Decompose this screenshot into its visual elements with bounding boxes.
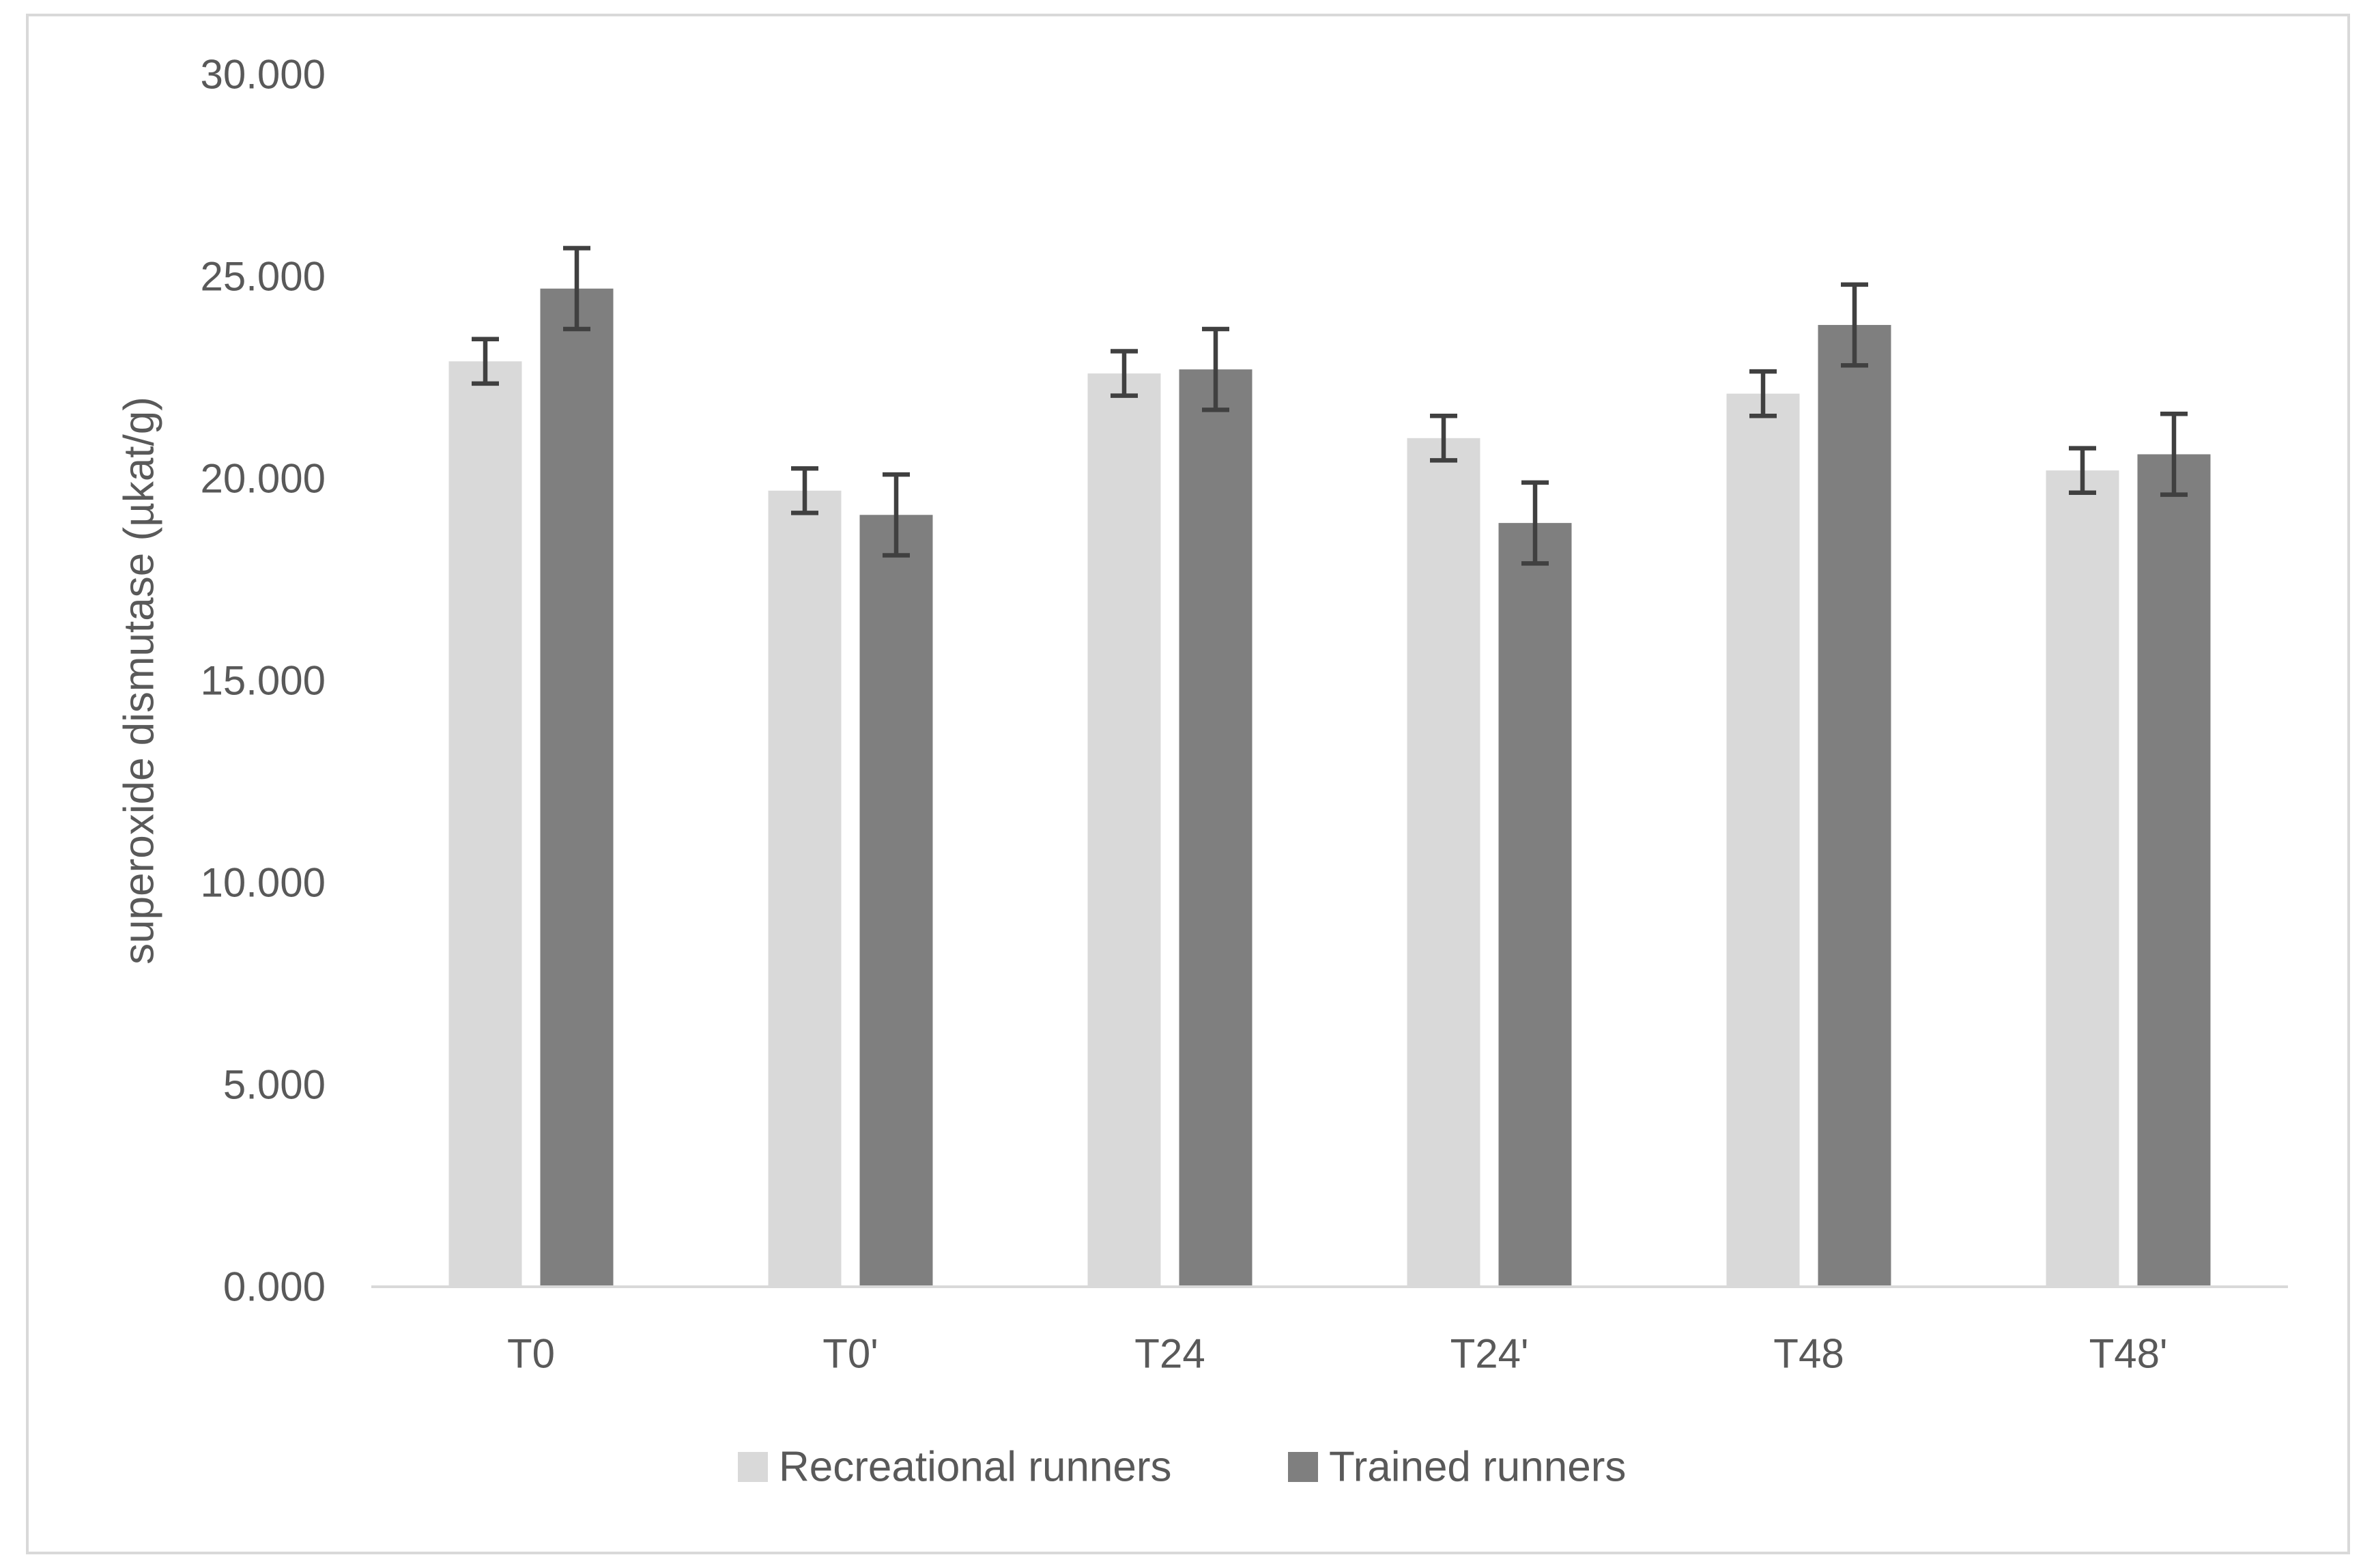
- x-tick-label: T0: [507, 1331, 555, 1377]
- bar-recreational-runners-t48-prime: [2046, 470, 2119, 1287]
- error-bar-trained-runners-t0-prime: [883, 472, 910, 558]
- error-bar-trained-runners-t0: [563, 246, 590, 332]
- legend-item-recreational-runners: Recreational runners: [738, 1444, 1172, 1491]
- bar-trained-runners-t48: [1818, 325, 1891, 1287]
- y-axis-title: superoxide dismutase (µkat/g): [116, 397, 163, 965]
- x-tick-label: T48: [1773, 1331, 1844, 1377]
- x-tick-label: T24': [1450, 1331, 1529, 1377]
- legend-label: Trained runners: [1329, 1444, 1626, 1491]
- bar-recreational-runners-t48: [1726, 393, 1800, 1287]
- x-tick-label: T48': [2089, 1331, 2168, 1377]
- error-bar-trained-runners-t48-prime: [2160, 412, 2188, 497]
- x-axis-tick-labels: T0 T0' T24 T24' T48 T48': [507, 1331, 2167, 1377]
- bar-recreational-runners-t24-prime: [1407, 438, 1480, 1287]
- bar-trained-runners-t24-prime: [1498, 523, 1572, 1287]
- bar-trained-runners-t0-prime: [859, 515, 933, 1287]
- y-axis-tick-labels: 0.000 5.000 10.000 15.000 20.000 25.000 30.000: [200, 52, 326, 1310]
- bar-trained-runners-t0: [540, 288, 614, 1287]
- error-bar-recreational-runners-t0-prime: [791, 466, 818, 515]
- legend-item-trained-runners: Trained runners: [1288, 1444, 1626, 1491]
- error-bar-trained-runners-t24-prime: [1521, 480, 1549, 566]
- bar-trained-runners-t48-prime: [2137, 454, 2211, 1287]
- y-tick-label: 20.000: [200, 456, 326, 502]
- error-bar-recreational-runners-t48-prime: [2069, 446, 2096, 495]
- legend: Recreational runners Trained runners: [738, 1444, 1626, 1491]
- y-tick-label: 25.000: [200, 254, 326, 300]
- y-tick-label: 0.000: [223, 1264, 326, 1310]
- error-bar-trained-runners-t24: [1202, 326, 1229, 412]
- y-tick-label: 15.000: [200, 658, 326, 704]
- error-bar-recreational-runners-t24-prime: [1430, 413, 1457, 463]
- legend-swatch: [1288, 1452, 1318, 1482]
- error-bar-trained-runners-t48: [1841, 282, 1868, 368]
- error-bar-recreational-runners-t48: [1749, 369, 1777, 418]
- error-bar-recreational-runners-t0: [472, 337, 499, 386]
- error-bars: [472, 246, 2188, 566]
- bar-recreational-runners-t24: [1087, 373, 1161, 1287]
- bar-recreational-runners-t0-prime: [768, 490, 842, 1287]
- x-tick-label: T24: [1134, 1331, 1205, 1377]
- bar-recreational-runners-t0: [448, 361, 522, 1287]
- x-tick-label: T0': [822, 1331, 878, 1377]
- y-tick-label: 30.000: [200, 52, 326, 98]
- legend-swatch: [738, 1452, 768, 1482]
- legend-label: Recreational runners: [779, 1444, 1172, 1491]
- bar-trained-runners-t24: [1179, 369, 1253, 1287]
- bars: [448, 288, 2211, 1287]
- y-tick-label: 10.000: [200, 860, 326, 906]
- error-bar-recreational-runners-t24: [1111, 349, 1138, 398]
- y-tick-label: 5.000: [223, 1062, 326, 1108]
